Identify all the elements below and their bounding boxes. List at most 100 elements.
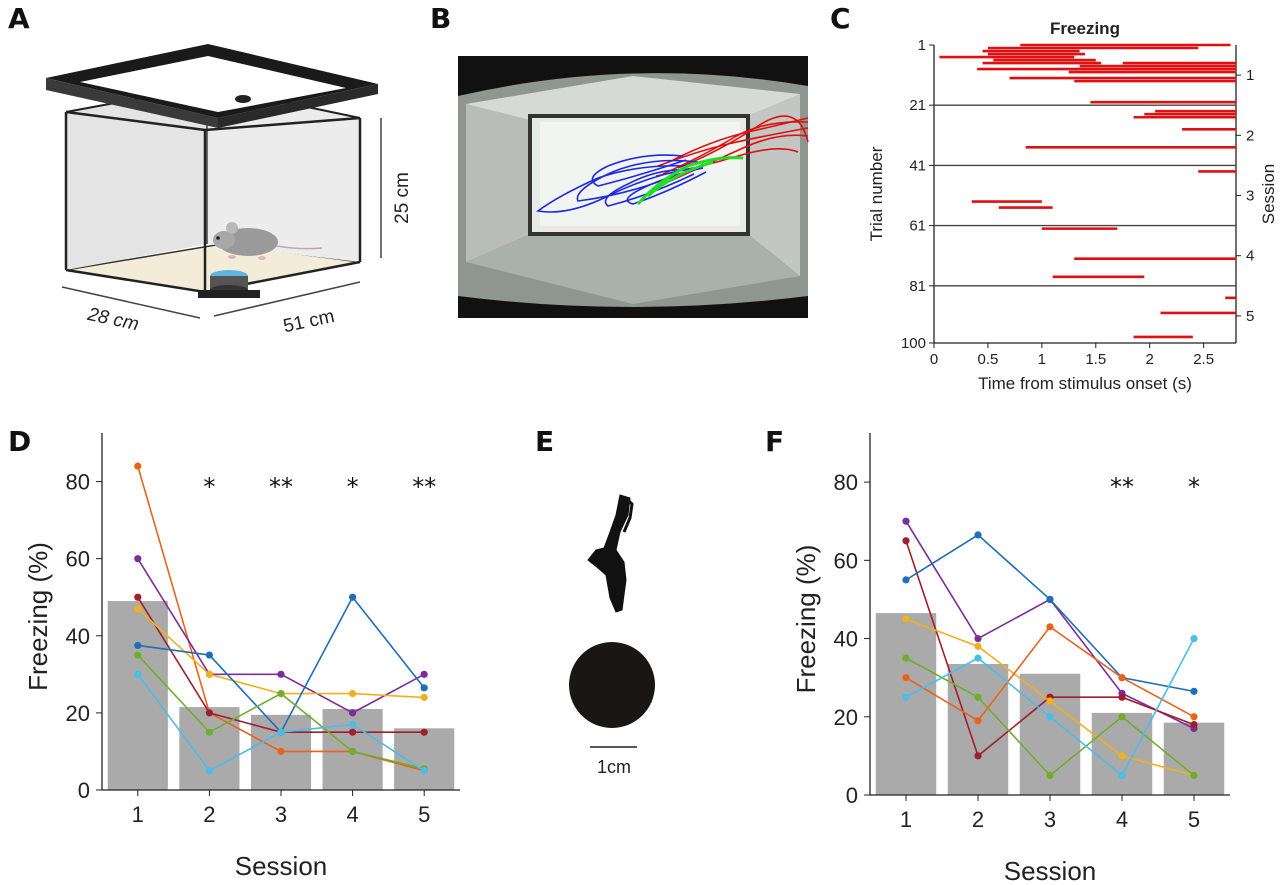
- raster-ylabel: Trial number: [867, 146, 886, 241]
- mouse-series-point: [1046, 713, 1054, 721]
- mouse-series-point: [974, 642, 982, 650]
- mouse-series-point: [420, 767, 428, 775]
- ytick-label: 60: [834, 548, 858, 573]
- mouse-series-point: [1118, 752, 1126, 760]
- raster-ytick-label: 41: [909, 157, 926, 174]
- mouse-series-point: [205, 709, 213, 717]
- mouse-series-point: [1190, 713, 1198, 721]
- session-tick-label: 2: [1246, 127, 1254, 144]
- ytick-label: 40: [66, 624, 90, 649]
- session-bar: [107, 601, 168, 790]
- xtick-label: 4: [346, 802, 358, 827]
- mouse-series-point: [134, 555, 142, 563]
- raster-ytick-label: 100: [901, 335, 926, 352]
- mouse-series-point: [1046, 623, 1054, 631]
- mouse-series-point: [205, 728, 213, 736]
- session-tick-label: 1: [1246, 67, 1254, 84]
- mouse-series-point: [420, 670, 428, 678]
- mouse-series-point: [420, 693, 428, 702]
- mouse-series-point: [349, 593, 357, 601]
- freezing-chart-f: 0 20 40 60 80 1 2 3 4 ** 5 * Session Freezing (%): [791, 433, 1230, 885]
- mouse-series-point: [134, 605, 142, 613]
- mouse-series-point: [974, 693, 982, 701]
- ytick-label: 20: [834, 705, 858, 730]
- raster-xtick-label: 2: [1146, 351, 1154, 368]
- session-bar: [179, 707, 240, 790]
- dark-disk-icon: [569, 642, 655, 728]
- mouse-series-point: [1118, 674, 1126, 682]
- xtick-label: 5: [418, 802, 430, 827]
- panel-letter-e: E: [535, 425, 555, 458]
- session-bar: [875, 613, 937, 795]
- mouse-series-point: [1118, 771, 1126, 780]
- raster-xtick-label: 1: [1038, 351, 1046, 368]
- mouse-series-point: [420, 684, 428, 692]
- raster-xtick-label: 1.5: [1085, 351, 1106, 368]
- mouse-series-point: [134, 651, 142, 659]
- mouse-series-line: [137, 608, 425, 699]
- xtick-label: 1: [132, 802, 144, 827]
- ytick-label: 40: [834, 627, 858, 652]
- panel-letter-b: B: [430, 2, 452, 35]
- xtick-label: 4: [1116, 807, 1128, 832]
- raster-ytick-label: 1: [918, 37, 926, 54]
- mouse-series-point: [349, 728, 357, 736]
- mouse-series-point: [205, 651, 213, 659]
- significance-marker: **: [269, 473, 293, 501]
- mouse-series-point: [277, 728, 285, 736]
- raster-ytick-label: 81: [909, 278, 926, 295]
- x-axis-label: Session: [1004, 856, 1097, 885]
- dim-width-label: 51 cm: [281, 306, 336, 337]
- raster-xlabel: Time from stimulus onset (s): [978, 374, 1192, 393]
- significance-marker: **: [412, 473, 436, 501]
- stimulus-panel: 1cm: [569, 494, 655, 777]
- panel-letter-a: A: [8, 2, 30, 35]
- panel-letter-d: D: [8, 425, 32, 458]
- mouse-series-point: [1118, 693, 1126, 701]
- mouse-series-point: [205, 670, 213, 678]
- scale-bar-label: 1cm: [597, 757, 631, 777]
- raster-ytick-label: 21: [909, 97, 926, 114]
- raster-xtick-label: 2.5: [1193, 351, 1214, 368]
- mouse-series-point: [1118, 713, 1126, 721]
- mouse-series-point: [205, 767, 213, 775]
- session-bar: [394, 728, 455, 790]
- xtick-label: 3: [1044, 807, 1056, 832]
- mouse-series-point: [420, 728, 428, 736]
- mouse-series-point: [1190, 771, 1198, 780]
- y-axis-label: Freezing (%): [23, 542, 53, 691]
- mouse-series-point: [1190, 634, 1198, 643]
- mouse-series-point: [134, 641, 142, 650]
- ytick-label: 0: [846, 783, 858, 808]
- trajectory-red: [655, 115, 809, 183]
- mouse-series-point: [277, 690, 285, 698]
- mouse-series-point: [134, 462, 142, 470]
- xtick-label: 1: [900, 807, 912, 832]
- mouse-series-point: [902, 615, 910, 623]
- ytick-label: 60: [66, 547, 90, 572]
- significance-marker: *: [1188, 473, 1200, 501]
- mouse-series-point: [1046, 595, 1054, 604]
- xtick-label: 3: [275, 802, 287, 827]
- mouse-series-point: [1046, 697, 1054, 705]
- mouse-series-point: [902, 517, 910, 525]
- significance-marker: *: [203, 473, 215, 501]
- significance-marker: *: [347, 473, 359, 501]
- ytick-label: 20: [66, 701, 90, 726]
- dim-height-label: 25 cm: [392, 172, 413, 224]
- x-axis-label: Session: [235, 851, 328, 881]
- mouse-series-point: [974, 531, 982, 539]
- shelter-icon: [198, 270, 260, 298]
- mouse-series-point: [277, 670, 285, 678]
- panel-letter-c: C: [830, 2, 851, 35]
- raster-title: Freezing: [1050, 19, 1120, 38]
- session-tick-label: 5: [1246, 308, 1254, 325]
- mouse-series-point: [349, 747, 357, 756]
- y-axis-label: Freezing (%): [791, 545, 821, 694]
- mouse-icon: [213, 222, 323, 260]
- ytick-label: 80: [66, 470, 90, 495]
- raster-y2label: Session: [1259, 164, 1278, 224]
- significance-marker: **: [1110, 473, 1134, 501]
- mouse-series-point: [349, 709, 357, 717]
- mouse-series-point: [1046, 771, 1054, 780]
